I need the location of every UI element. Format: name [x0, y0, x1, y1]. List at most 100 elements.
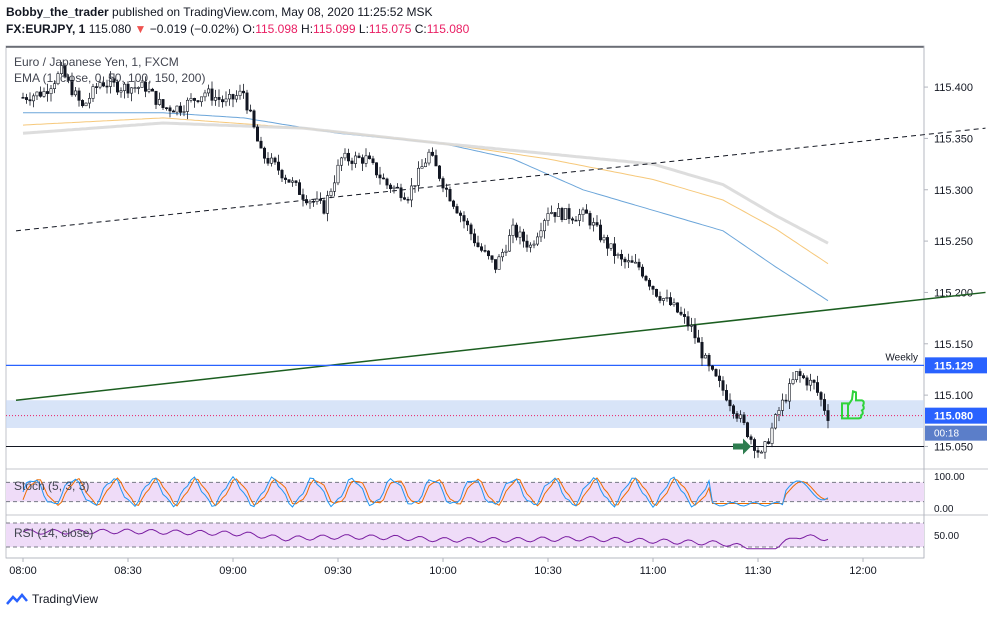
- stoch-d-line: [22, 477, 829, 507]
- candle-body: [679, 311, 683, 315]
- x-tick-label: 09:00: [219, 565, 247, 577]
- candle-body: [507, 235, 511, 252]
- candle-body: [672, 302, 676, 306]
- candle-body: [434, 155, 438, 167]
- candle-body: [504, 250, 508, 253]
- x-tick-label: 09:30: [324, 565, 352, 577]
- candle-body: [623, 258, 627, 263]
- y-tick-label: 115.300: [934, 185, 973, 197]
- candle-body: [763, 441, 767, 453]
- candle-body: [276, 161, 280, 171]
- candle-body: [137, 87, 141, 89]
- candle-body: [738, 414, 742, 419]
- ema-legend: EMA (1, close, 0, 50, 100, 150, 200): [14, 71, 205, 85]
- weekly-price-tag-label: 115.129: [934, 360, 973, 372]
- uptrend-line: [15, 291, 986, 402]
- candle-body: [539, 230, 543, 238]
- candle-body: [787, 383, 791, 402]
- candle-body: [458, 212, 462, 216]
- x-tick-label: 10:30: [534, 565, 562, 577]
- y-tick-label: 115.150: [934, 339, 973, 351]
- open-label: O:: [242, 22, 256, 36]
- candle-body: [161, 99, 165, 108]
- candle-body: [640, 266, 644, 277]
- low-value: 115.075: [368, 22, 412, 36]
- candle-body: [193, 98, 197, 101]
- candle-body: [399, 187, 403, 198]
- candle-body: [339, 157, 343, 166]
- high-value: 115.099: [313, 22, 356, 36]
- candle-body: [112, 78, 116, 83]
- candle-body: [371, 158, 375, 164]
- y-tick-label: 115.100: [934, 390, 973, 402]
- candle-body: [147, 88, 151, 92]
- x-tick-label: 08:30: [114, 565, 142, 577]
- candle-body: [675, 302, 679, 313]
- thumbs-up-icon: [841, 390, 865, 420]
- candle-body: [238, 90, 242, 96]
- candle-body: [749, 436, 753, 440]
- dashed-trendline: [15, 127, 986, 232]
- candle-body: [413, 185, 417, 187]
- candle-body: [262, 147, 266, 159]
- candle-body: [689, 324, 693, 327]
- candle-body: [493, 259, 497, 270]
- candle-body: [616, 254, 620, 257]
- candle-body: [742, 414, 746, 423]
- candle-body: [182, 111, 186, 113]
- candle-body: [28, 99, 32, 102]
- y-tick-label: 115.350: [934, 133, 973, 145]
- candle-body: [245, 92, 249, 111]
- candle-body: [598, 224, 602, 241]
- candle-body: [735, 413, 739, 419]
- candle-body: [469, 224, 473, 235]
- symbol-ohlc-line: FX:EURJPY, 1 115.080 ▼ −0.019 (−0.02%) O…: [6, 22, 469, 36]
- candle-body: [822, 399, 826, 411]
- rsi-line: [22, 528, 829, 550]
- last-price-tag-label: 115.080: [934, 411, 973, 423]
- candle-body: [378, 174, 382, 179]
- candle-body: [500, 252, 504, 258]
- candle-body: [724, 390, 728, 401]
- candle-body: [200, 96, 204, 103]
- candle-body: [595, 222, 599, 226]
- stoch-title: Stoch (5, 3, 3): [14, 479, 89, 493]
- publisher-name[interactable]: Bobby_the_trader: [6, 5, 109, 19]
- candle-body: [367, 155, 371, 160]
- candle-body: [322, 200, 326, 214]
- candle-body: [416, 167, 420, 186]
- candle-body: [633, 261, 637, 264]
- candle-body: [693, 324, 697, 339]
- candle-body: [798, 371, 802, 376]
- candle-body: [172, 110, 176, 113]
- candle-body: [67, 76, 71, 81]
- candle-body: [682, 314, 686, 317]
- green-arrow-icon: [733, 438, 751, 455]
- candle-body: [420, 166, 424, 169]
- candle-body: [189, 98, 193, 101]
- candle-body: [532, 243, 536, 246]
- candle-body: [353, 155, 357, 164]
- candle-body: [714, 369, 718, 377]
- candle-body: [140, 81, 144, 88]
- candle-body: [63, 65, 67, 78]
- candle-body: [826, 410, 830, 421]
- candle-body: [98, 82, 102, 88]
- footer-brand[interactable]: TradingView: [32, 592, 99, 606]
- price-change: −0.019 (−0.02%): [149, 22, 240, 36]
- candle-body: [350, 160, 354, 164]
- candle-body: [249, 109, 253, 112]
- candle-body: [158, 99, 162, 105]
- candle-body: [612, 243, 616, 257]
- candle-body: [658, 296, 662, 301]
- x-tick-label: 11:00: [640, 565, 667, 577]
- candle-body: [805, 377, 809, 386]
- candle-body: [221, 99, 225, 103]
- candle-body: [696, 337, 700, 343]
- candle-body: [574, 219, 578, 222]
- candle-body: [217, 97, 221, 100]
- support-zone: [6, 400, 924, 428]
- candle-body: [752, 439, 756, 451]
- candle-body: [815, 382, 819, 393]
